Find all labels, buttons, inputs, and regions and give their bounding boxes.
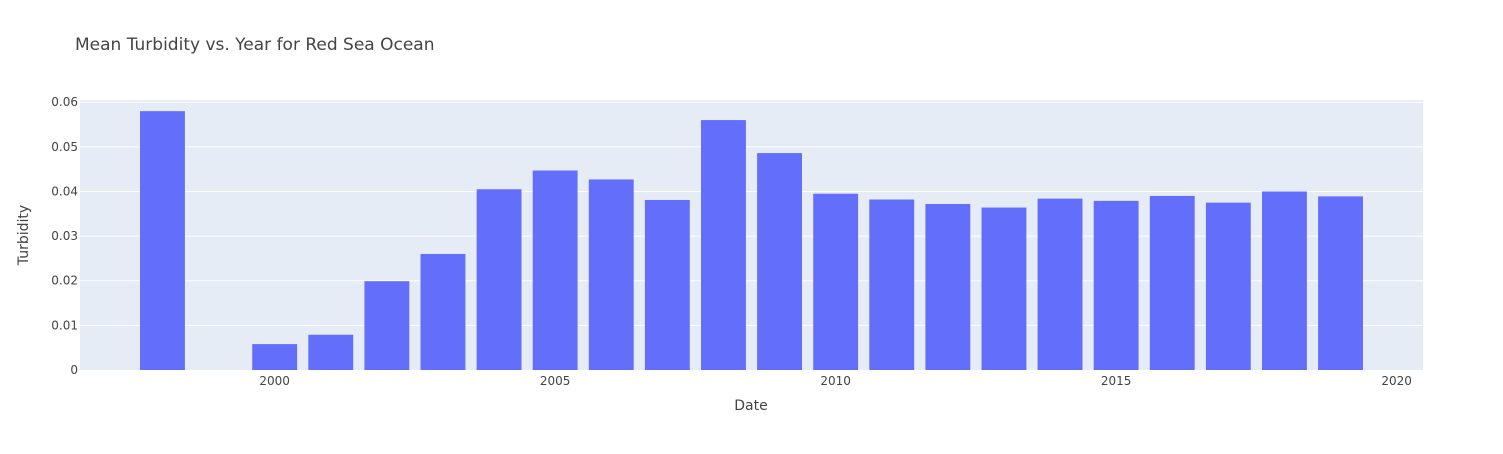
bar-1998[interactable] xyxy=(140,111,185,370)
bar-2013[interactable] xyxy=(981,207,1027,370)
bar-2004[interactable] xyxy=(476,189,522,370)
x-tick-label: 2010 xyxy=(820,374,851,388)
y-tick-label: 0.01 xyxy=(51,318,78,332)
y-tick-label: 0 xyxy=(70,363,78,377)
x-tick-label: 2005 xyxy=(540,374,571,388)
bar-2006[interactable] xyxy=(588,179,634,370)
bar-2002[interactable] xyxy=(364,281,410,370)
bar-2011[interactable] xyxy=(869,199,915,370)
bar-2017[interactable] xyxy=(1205,202,1251,370)
x-tick-label: 2020 xyxy=(1381,374,1412,388)
bar-2010[interactable] xyxy=(813,193,859,370)
bar-2012[interactable] xyxy=(925,203,971,370)
bar-2000[interactable] xyxy=(252,344,298,370)
y-tick-label: 0.04 xyxy=(51,184,78,198)
bar-2003[interactable] xyxy=(420,253,466,370)
chart-title: Mean Turbidity vs. Year for Red Sea Ocea… xyxy=(75,35,435,55)
bar-2008[interactable] xyxy=(701,120,746,370)
bar-2015[interactable] xyxy=(1093,200,1139,370)
bar-2001[interactable] xyxy=(308,334,354,370)
bar-2005[interactable] xyxy=(532,170,578,370)
y-axis-ticks: 0 0.01 0.02 0.03 0.04 0.05 0.06 xyxy=(51,95,78,377)
y-tick-label: 0.06 xyxy=(51,95,78,109)
bar-2016[interactable] xyxy=(1149,195,1195,370)
bars xyxy=(140,111,1363,370)
bar-2009[interactable] xyxy=(757,153,802,370)
y-axis-label: Turbidity xyxy=(16,205,32,266)
y-tick-label: 0.03 xyxy=(51,229,78,243)
y-tick-label: 0.05 xyxy=(51,140,78,154)
gridlines xyxy=(80,101,1423,326)
x-axis-label: Date xyxy=(734,398,767,414)
x-tick-label: 2000 xyxy=(259,374,290,388)
x-tick-label: 2015 xyxy=(1101,374,1132,388)
bar-2014[interactable] xyxy=(1037,198,1083,370)
bar-2007[interactable] xyxy=(644,199,690,370)
bar-2019[interactable] xyxy=(1318,196,1363,370)
x-axis-ticks: 2000 2005 2010 2015 2020 xyxy=(259,374,1412,388)
y-tick-label: 0.02 xyxy=(51,274,78,288)
bar-2018[interactable] xyxy=(1261,191,1307,370)
